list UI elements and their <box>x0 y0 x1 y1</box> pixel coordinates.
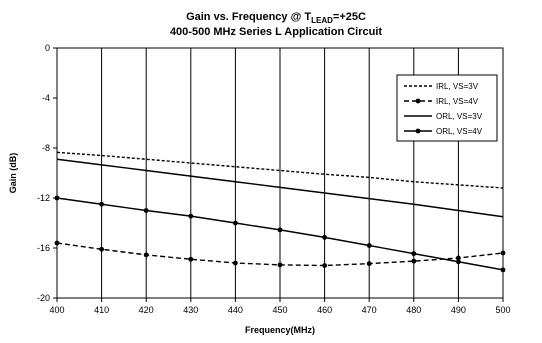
legend-marker-4 <box>415 128 421 134</box>
series-4-marker <box>54 195 60 201</box>
axis-ticks: 400 410 420 430 440 450 460 470 480 490 500 0 -4 -8 -1… <box>37 43 511 315</box>
series-2-marker <box>277 262 283 268</box>
x-tick-label: 430 <box>183 305 198 315</box>
y-tick-label: -16 <box>37 243 50 253</box>
x-tick-label: 490 <box>451 305 466 315</box>
y-tick-label: 0 <box>45 43 50 53</box>
x-tick-label: 500 <box>495 305 510 315</box>
x-tick-label: 400 <box>49 305 64 315</box>
series-4-marker <box>143 208 149 213</box>
legend-label-3: ORL, VS=3V <box>436 112 483 121</box>
series-4-marker <box>322 234 327 240</box>
series-2-marker <box>500 250 506 256</box>
series-2-marker <box>411 258 417 264</box>
series-2-marker <box>54 240 60 246</box>
legend-label-4: ORL, VS=4V <box>436 127 483 136</box>
series-2-marker <box>99 246 104 252</box>
y-tick-label: -20 <box>37 293 50 303</box>
series-2-marker <box>456 255 461 261</box>
y-tick-label: -4 <box>42 93 50 103</box>
series-4-marker <box>411 251 417 257</box>
series-2-marker <box>188 256 194 262</box>
x-tick-label: 410 <box>94 305 109 315</box>
series-2-marker <box>233 260 238 266</box>
y-tick-label: -8 <box>42 143 50 153</box>
legend-label-2: IRL, VS=4V <box>436 97 479 106</box>
x-tick-label: 470 <box>362 305 377 315</box>
y-axis-label: Gain (dB) <box>8 153 18 194</box>
x-tick-label: 440 <box>228 305 243 315</box>
series-line-3 <box>56 158 504 218</box>
x-tick-label: 450 <box>272 305 287 315</box>
series-4-marker <box>277 227 283 233</box>
legend-label-1: IRL, VS=3V <box>436 82 479 91</box>
legend-marker-2 <box>415 98 421 104</box>
series-4-marker <box>500 267 506 273</box>
data-series <box>54 151 506 273</box>
series-2-marker <box>366 261 372 267</box>
chart-subtitle: 400-500 MHz Series L Application Circuit <box>170 26 382 38</box>
y-tick-label: -12 <box>37 193 50 203</box>
series-4-marker <box>456 259 461 265</box>
series-line-1 <box>56 151 504 189</box>
series-4-marker <box>188 213 194 219</box>
series-2-marker <box>143 252 149 258</box>
series-4-marker <box>99 201 104 207</box>
series-4-marker <box>233 220 238 226</box>
x-tick-label: 480 <box>406 305 421 315</box>
legend-box <box>396 74 498 142</box>
x-tick-label: 460 <box>317 305 332 315</box>
x-axis-label: Frequency(MHz) <box>245 325 315 335</box>
series-2-marker <box>322 263 327 268</box>
series-4-marker <box>366 243 372 248</box>
legend: IRL, VS=3V IRL, VS=4V ORL, VS=3V ORL, VS=4V <box>396 74 498 142</box>
chart-title: Gain vs. Frequency @ TLEAD=+25C <box>186 11 366 25</box>
x-tick-label: 420 <box>139 305 154 315</box>
